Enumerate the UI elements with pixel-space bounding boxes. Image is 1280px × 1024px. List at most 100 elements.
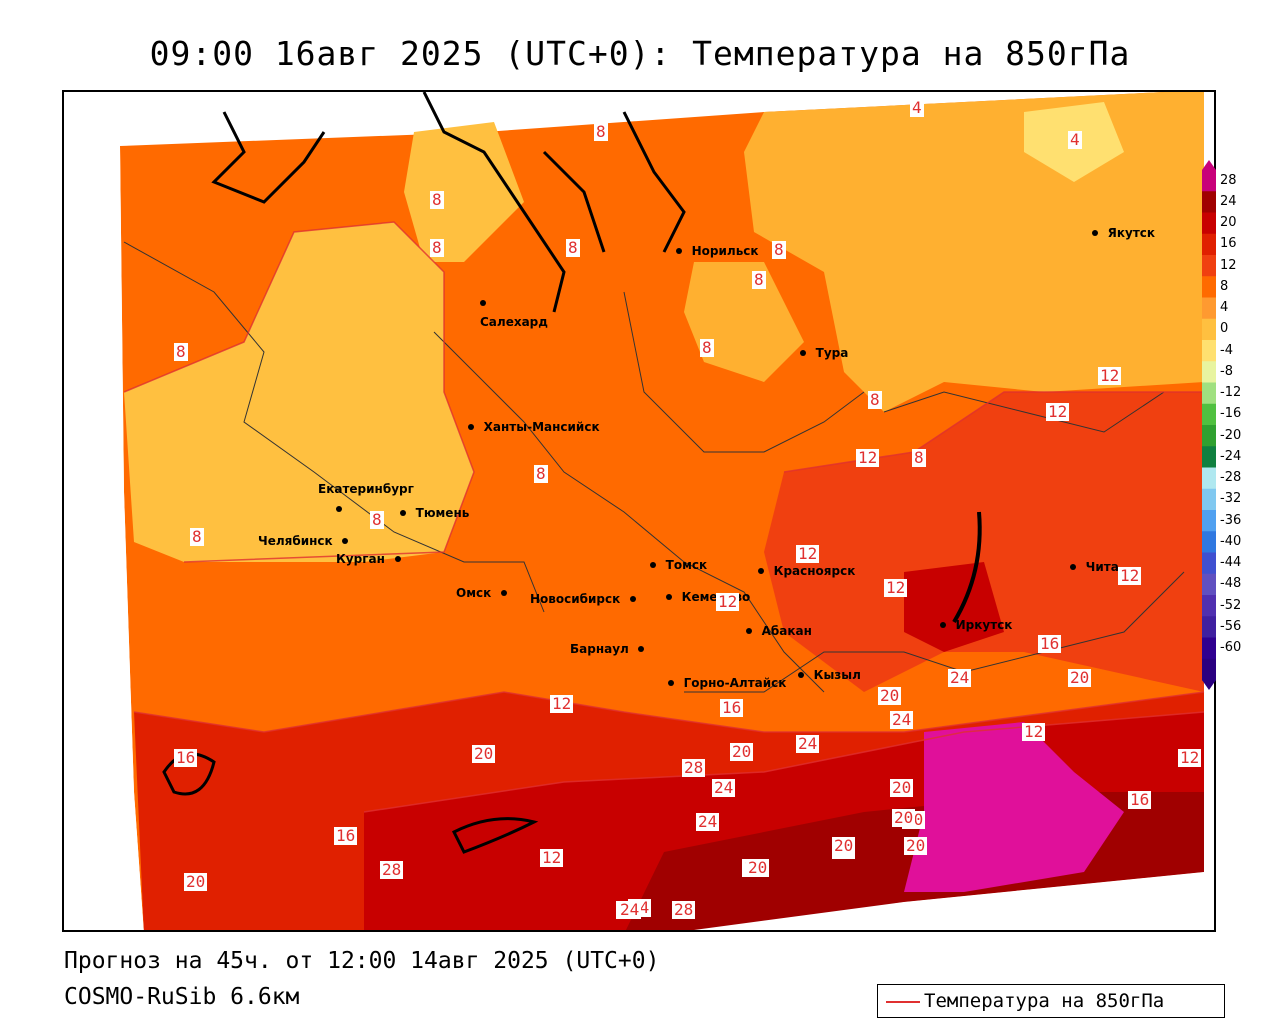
colorbar-swatch [1202,616,1216,638]
contour-label: 12 [884,578,908,597]
city-kurgan[interactable]: Курган [336,548,401,567]
contour-label: 12 [796,544,820,563]
contour-label: 20 [730,742,754,761]
contour-label: 8 [174,342,188,361]
city-gorno-altaysk[interactable]: Горно-Алтайск [668,672,786,691]
contour-label: 24 [696,812,720,831]
colorbar-swatch [1202,255,1216,277]
colorbar-tick-label: -56 [1220,618,1242,634]
city-chita[interactable]: Чита [1070,556,1119,575]
colorbar-tick-label: 16 [1220,236,1237,252]
colorbar-tick-label: -36 [1220,512,1242,528]
colorbar-swatch [1202,340,1216,362]
contour-label: 16 [720,698,744,717]
colorbar-swatch [1202,573,1216,596]
contour-label: 8 [370,510,384,529]
colorbar-swatch [1202,233,1216,256]
map-title: 09:00 16авг 2025 (UTC+0): Температура на… [149,34,1131,73]
city-tura[interactable]: Тура [800,342,848,361]
colorbar-tick-label: 4 [1220,300,1229,316]
contour-label: 16 [174,748,198,767]
contour-label: 16 [334,826,358,845]
contour-label: 12 [1178,748,1202,767]
city-krasnoyarsk[interactable]: Красноярск [758,560,855,579]
colorbar-tick-label: 28 [1220,172,1237,188]
colorbar-swatch [1202,552,1216,575]
colorbar-swatch [1202,425,1216,447]
contour-label: 8 [772,240,786,259]
colorbar-tick-label: -48 [1220,576,1242,592]
contour-label: 12 [1118,566,1142,585]
colorbar-swatch [1202,403,1216,426]
colorbar-swatch [1202,382,1216,405]
colorbar-tick-label: -52 [1220,597,1242,613]
contour-label: 24 [890,710,914,729]
city-tomsk[interactable]: Томск [650,554,707,573]
city-kyzyl[interactable]: Кызыл [798,664,861,683]
contour-label: 12 [1022,722,1046,741]
city-salekhard[interactable]: Салехард [480,292,548,330]
colorbar-tick-label: -40 [1220,533,1242,549]
colorbar-scale [1202,160,1216,690]
contour-label: 8 [190,527,204,546]
temperature-colorbar: 28 24 20 16 12 8 4 0 -4 -8 -12 -16 -20 -24 -28 -32 -36 -4… [1202,160,1262,690]
contour-label: 24 [948,668,972,687]
contour-label: 28 [380,860,404,879]
colorbar-tick-label: -12 [1220,385,1242,401]
colorbar-tick-label: -4 [1220,342,1233,358]
colorbar-swatch [1202,361,1216,383]
map-area[interactable]: Норильск Якутск Салехард Тура Ханты-Манс… [62,90,1216,932]
city-khanty-mansiysk[interactable]: Ханты-Мансийск [468,416,600,435]
contour-label: 20 [904,836,928,855]
colorbar-tick-label: -24 [1220,448,1242,464]
forecast-info: Прогноз на 45ч. от 12:00 14авг 2025 (UTC… [64,948,660,974]
contour-label: 16 [1038,634,1062,653]
contour-label: 12 [716,592,740,611]
colorbar-tick-label: -8 [1220,363,1233,379]
colorbar-swatch [1202,276,1216,298]
contour-label: 28 [672,900,696,919]
contour-label: 4 [910,98,924,117]
legend: Температура на 850гПа [877,984,1225,1018]
city-novosibirsk[interactable]: Новосибирск [530,588,636,607]
contour-label: 4 [1068,130,1082,149]
city-norilsk[interactable]: Норильск [676,240,759,259]
contour-label: 8 [430,190,444,209]
contour-label: 8 [912,448,926,467]
colorbar-tick-label: -44 [1220,555,1242,571]
contour-label: 12 [1098,366,1122,385]
legend-label: Температура на 850гПа [924,990,1165,1012]
city-irkutsk[interactable]: Иркутск [940,614,1012,633]
city-tyumen[interactable]: Тюмень [400,502,469,521]
colorbar-swatch [1202,658,1216,681]
temperature-map [64,92,1214,930]
city-chelyabinsk[interactable]: Челябинск [258,530,349,549]
contour-label: 24 [796,734,820,753]
contour-label: 8 [534,464,548,483]
colorbar-tick-label: 8 [1220,278,1229,294]
contour-label: 20 [892,808,916,827]
contour-label: 12 [540,848,564,867]
colorbar-swatch [1202,531,1216,553]
contour-label: 24 [712,778,736,797]
contour-label: 20 [832,836,856,855]
city-yakutsk[interactable]: Якутск [1092,222,1155,241]
city-ekaterinburg[interactable]: Екатеринбург [318,478,414,516]
contour-label: 16 [1128,790,1152,809]
contour-label: 28 [682,758,706,777]
contour-label: 12 [550,694,574,713]
city-omsk[interactable]: Омск [456,582,507,601]
colorbar-swatch [1202,212,1216,235]
contour-label: 24 [618,900,642,919]
city-barnaul[interactable]: Барнаул [570,638,645,657]
colorbar-tick-label: 0 [1220,321,1229,337]
colorbar-tick-label: 20 [1220,215,1237,231]
colorbar-swatch [1202,170,1216,192]
contour-label: 8 [700,338,714,357]
colorbar-swatch [1202,637,1216,660]
colorbar-tick-label: 24 [1220,193,1237,209]
colorbar-swatch [1202,297,1216,320]
contour-label: 12 [1046,402,1070,421]
city-abakan[interactable]: Абакан [746,620,812,639]
contour-label: 20 [746,858,770,877]
